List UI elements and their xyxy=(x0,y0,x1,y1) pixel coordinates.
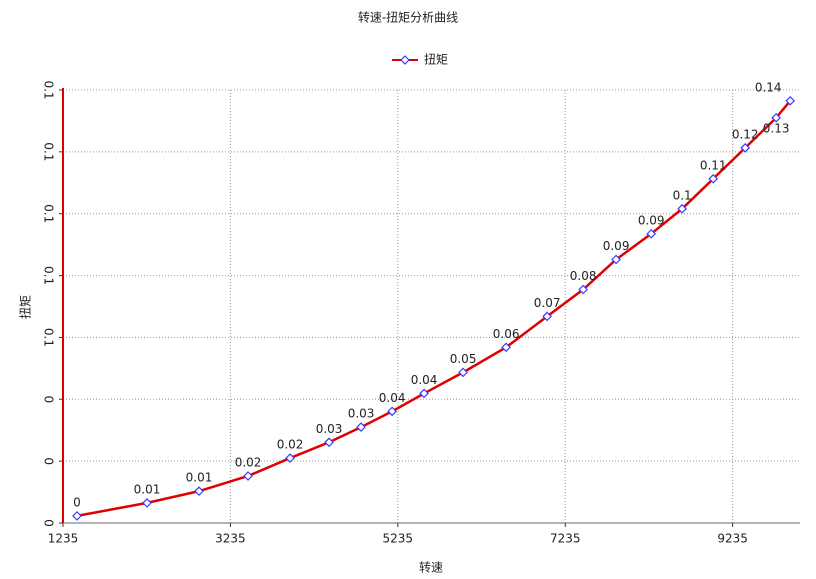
legend-label: 扭矩 xyxy=(424,53,448,67)
data-point xyxy=(142,498,152,508)
y-tick-label: 0.1 xyxy=(42,142,56,161)
data-label: 0.11 xyxy=(700,158,727,172)
data-point xyxy=(243,471,253,481)
data-label: 0.1 xyxy=(673,188,692,202)
data-label: 0.02 xyxy=(235,455,262,469)
data-point xyxy=(419,388,429,399)
data-point xyxy=(646,228,657,239)
data-label: 0.04 xyxy=(379,391,406,405)
data-label: 0.02 xyxy=(277,438,304,452)
y-tick-label: 0 xyxy=(42,395,56,403)
data-point xyxy=(578,284,588,295)
data-label: 0.01 xyxy=(134,482,161,496)
y-tick-label: 0.1 xyxy=(42,204,56,223)
data-point xyxy=(677,203,687,214)
legend-marker xyxy=(400,55,410,65)
x-tick-label: 1235 xyxy=(48,532,79,546)
y-tick-label: 0 xyxy=(42,457,56,465)
x-tick-label: 5235 xyxy=(383,532,414,546)
data-label: 0.09 xyxy=(638,213,665,227)
data-point xyxy=(542,311,552,322)
data-label: 0.07 xyxy=(534,296,561,310)
chart-title: 转速-扭矩分析曲线 xyxy=(358,10,458,25)
y-tick-label: 0.1 xyxy=(42,328,56,347)
x-tick-label: 3235 xyxy=(215,532,246,546)
data-point xyxy=(740,142,751,153)
data-label: 0.06 xyxy=(493,327,520,341)
y-tick-label: 0.1 xyxy=(42,80,56,99)
data-point xyxy=(458,367,468,378)
data-label: 0.13 xyxy=(763,121,790,135)
y-tick-label: 0 xyxy=(42,519,56,527)
data-point xyxy=(356,422,366,432)
data-point xyxy=(771,112,781,123)
x-axis-title: 转速 xyxy=(419,560,443,575)
data-point xyxy=(285,453,295,463)
data-point xyxy=(324,437,334,448)
data-label: 0.14 xyxy=(755,80,782,94)
data-label: 0.01 xyxy=(186,471,213,485)
data-label: 0.12 xyxy=(732,127,759,141)
data-point xyxy=(194,486,204,496)
data-label: 0.03 xyxy=(316,422,343,436)
series-line xyxy=(76,100,792,518)
data-label: 0.09 xyxy=(603,239,630,253)
data-label: 0 xyxy=(73,495,81,509)
x-tick-label: 7235 xyxy=(550,532,581,546)
data-point xyxy=(708,173,719,184)
y-tick-label: 0.1 xyxy=(42,266,56,285)
data-label: 0.04 xyxy=(411,373,438,387)
data-point xyxy=(387,406,397,417)
data-point xyxy=(501,342,511,353)
data-label: 0.08 xyxy=(570,269,597,283)
y-axis-title: 扭矩 xyxy=(19,295,33,319)
x-tick-label: 9235 xyxy=(717,532,748,546)
data-label: 0.05 xyxy=(450,352,477,366)
data-point xyxy=(611,254,621,265)
data-point xyxy=(785,95,796,106)
data-label: 0.03 xyxy=(348,407,375,421)
data-point xyxy=(72,511,82,521)
